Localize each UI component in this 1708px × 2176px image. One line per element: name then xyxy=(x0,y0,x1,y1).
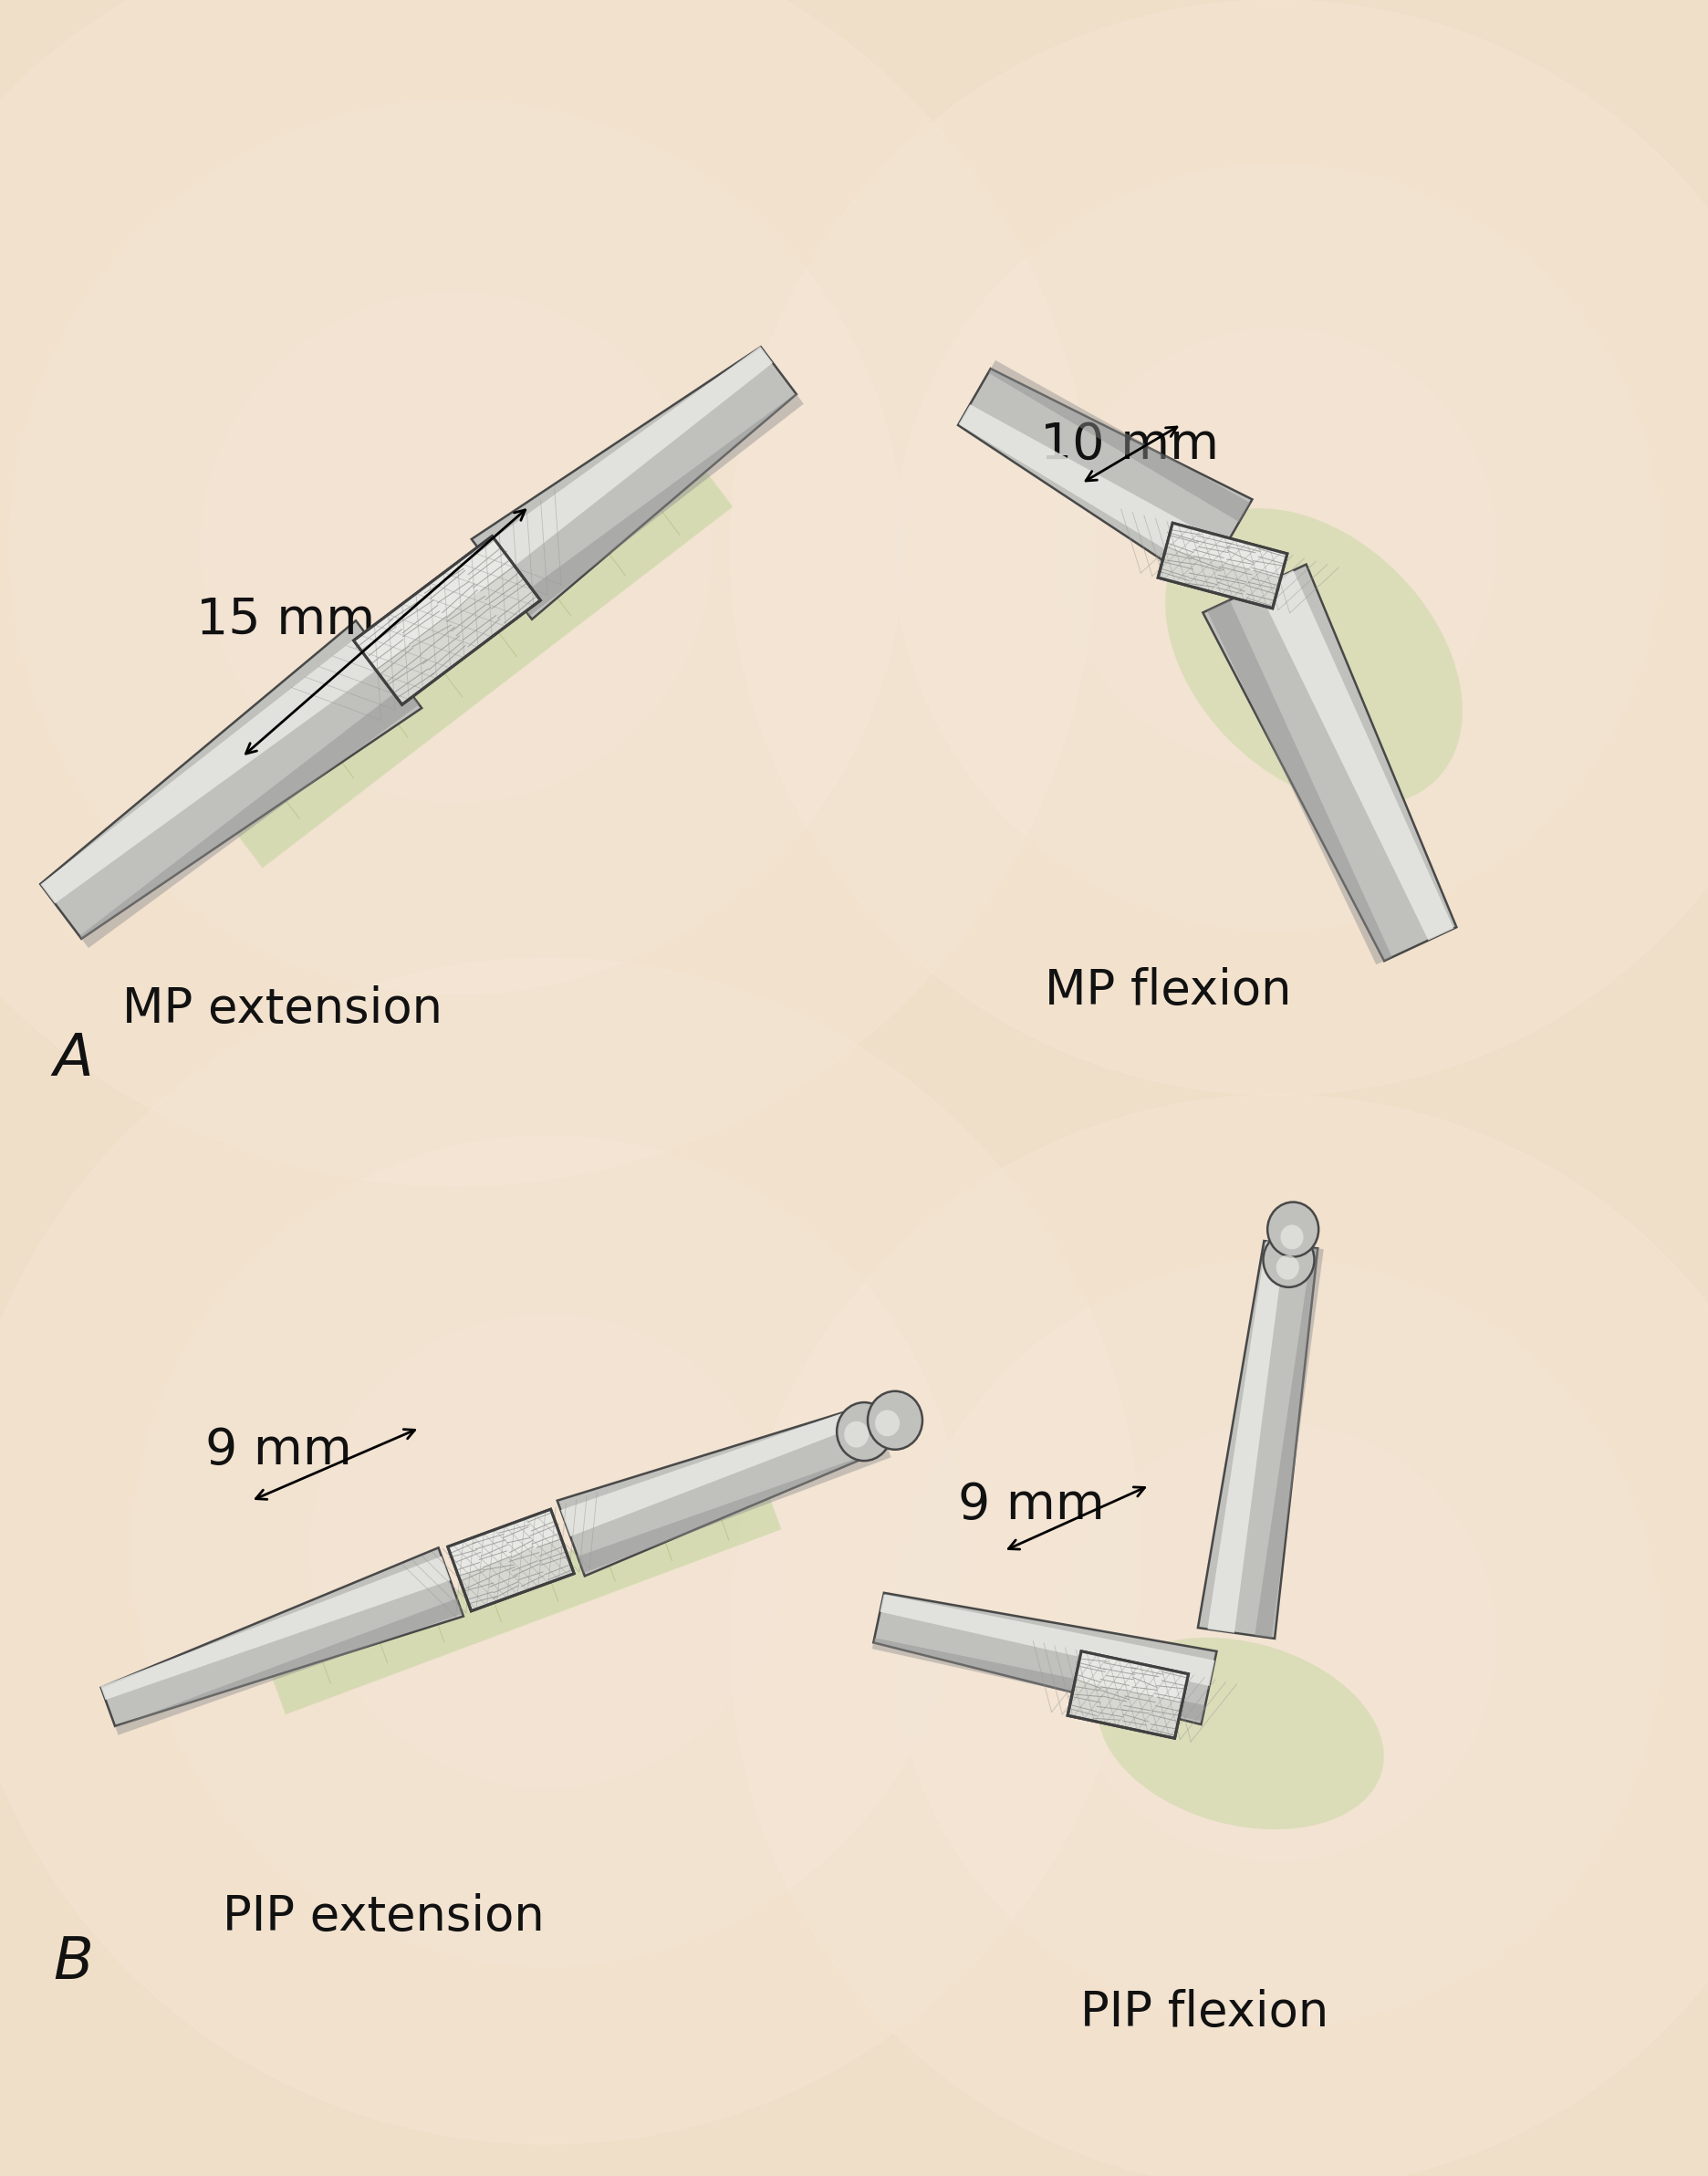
Ellipse shape xyxy=(868,1390,922,1449)
Ellipse shape xyxy=(844,1421,869,1447)
Polygon shape xyxy=(873,1639,1206,1721)
Circle shape xyxy=(895,163,1660,931)
Polygon shape xyxy=(516,394,804,616)
Text: PIP extension: PIP extension xyxy=(222,1893,545,1941)
Polygon shape xyxy=(880,1595,1214,1686)
Ellipse shape xyxy=(874,1410,900,1436)
Polygon shape xyxy=(958,405,1226,574)
Ellipse shape xyxy=(1165,509,1462,805)
Ellipse shape xyxy=(1098,1639,1383,1830)
Polygon shape xyxy=(1197,1240,1319,1639)
Polygon shape xyxy=(1074,1652,1189,1704)
Polygon shape xyxy=(101,1556,451,1699)
Polygon shape xyxy=(1208,601,1392,964)
Polygon shape xyxy=(41,631,388,903)
Polygon shape xyxy=(873,1593,1216,1723)
Polygon shape xyxy=(1255,1247,1324,1639)
Circle shape xyxy=(311,1314,784,1789)
Polygon shape xyxy=(989,361,1250,522)
Ellipse shape xyxy=(1264,1232,1315,1288)
Circle shape xyxy=(0,957,1141,2143)
Polygon shape xyxy=(354,535,514,670)
Text: B: B xyxy=(53,1934,92,1991)
Polygon shape xyxy=(354,535,540,705)
Polygon shape xyxy=(557,1404,888,1575)
Polygon shape xyxy=(478,346,772,577)
Circle shape xyxy=(202,292,712,803)
Text: MP flexion: MP flexion xyxy=(1045,966,1291,1014)
Polygon shape xyxy=(114,1599,463,1734)
Polygon shape xyxy=(1158,522,1288,609)
Polygon shape xyxy=(958,368,1252,585)
Ellipse shape xyxy=(837,1401,892,1460)
Circle shape xyxy=(729,1095,1708,2176)
Ellipse shape xyxy=(1276,1256,1300,1279)
Circle shape xyxy=(1059,329,1496,766)
Polygon shape xyxy=(1202,564,1457,962)
Text: A: A xyxy=(53,1031,92,1088)
Polygon shape xyxy=(219,457,733,868)
Ellipse shape xyxy=(1267,1201,1319,1258)
Polygon shape xyxy=(101,1547,463,1726)
Polygon shape xyxy=(1068,1652,1189,1739)
Circle shape xyxy=(132,1136,963,1967)
Text: 10 mm: 10 mm xyxy=(1040,420,1220,470)
Text: MP extension: MP extension xyxy=(123,986,442,1034)
Circle shape xyxy=(1059,1423,1496,1860)
Polygon shape xyxy=(1167,522,1288,579)
Text: 15 mm: 15 mm xyxy=(196,596,376,644)
Text: 9 mm: 9 mm xyxy=(958,1482,1105,1530)
Polygon shape xyxy=(1257,570,1454,940)
Circle shape xyxy=(0,0,1095,1186)
Polygon shape xyxy=(41,620,422,938)
Polygon shape xyxy=(577,1447,892,1573)
Polygon shape xyxy=(1208,1240,1284,1632)
Text: 9 mm: 9 mm xyxy=(205,1425,352,1475)
Circle shape xyxy=(895,1260,1660,2026)
Text: PIP flexion: PIP flexion xyxy=(1079,1989,1329,2037)
Polygon shape xyxy=(471,346,796,620)
Ellipse shape xyxy=(1281,1225,1303,1249)
Polygon shape xyxy=(560,1404,876,1536)
Polygon shape xyxy=(79,685,418,949)
Circle shape xyxy=(729,0,1708,1095)
Polygon shape xyxy=(447,1510,574,1610)
Polygon shape xyxy=(447,1510,562,1575)
Polygon shape xyxy=(265,1482,781,1715)
Circle shape xyxy=(9,100,904,994)
